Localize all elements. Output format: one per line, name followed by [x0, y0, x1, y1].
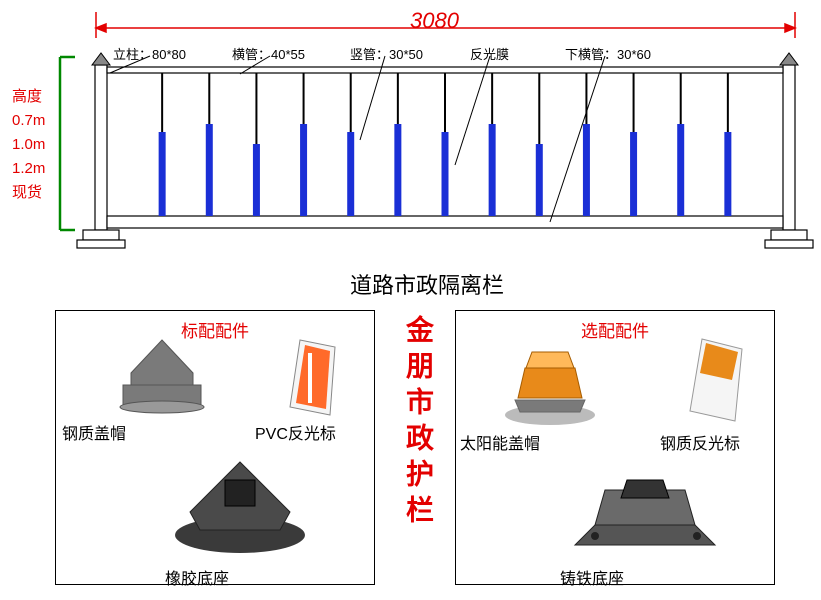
total-width-label: 3080	[410, 8, 459, 34]
rubber-base-icon	[170, 450, 310, 560]
steel-reflector-icon	[680, 335, 755, 435]
height-spec: 高度 0.7m 1.0m 1.2m 现货	[12, 85, 45, 205]
iron-base-icon	[565, 450, 725, 565]
height-opt-2: 1.2m	[12, 157, 45, 181]
optional-label-2: 铸铁底座	[560, 565, 624, 589]
brand-vertical: 金朋市政护栏	[398, 315, 438, 531]
pvc-reflector-icon	[280, 335, 350, 430]
callout-film: 反光膜	[470, 44, 509, 63]
solar-cap-icon	[500, 340, 600, 435]
height-opt-1: 1.0m	[12, 133, 45, 157]
standard-label-1: PVC反光标	[255, 420, 336, 444]
height-title: 高度	[12, 85, 45, 109]
callout-horiz: 横管：40*55	[232, 44, 305, 63]
callout-vert: 竖管：30*50	[350, 44, 423, 63]
diagram-subtitle: 道路市政隔离栏	[350, 268, 504, 300]
steel-cap-icon	[115, 335, 210, 425]
optional-label-0: 太阳能盖帽	[460, 430, 540, 454]
callout-post: 立柱：80*80	[113, 44, 186, 63]
height-stock: 现货	[12, 181, 45, 205]
standard-label-2: 橡胶底座	[165, 565, 229, 589]
callout-lower: 下横管：30*60	[565, 44, 651, 63]
standard-label-0: 钢质盖帽	[62, 420, 126, 444]
height-opt-0: 0.7m	[12, 109, 45, 133]
